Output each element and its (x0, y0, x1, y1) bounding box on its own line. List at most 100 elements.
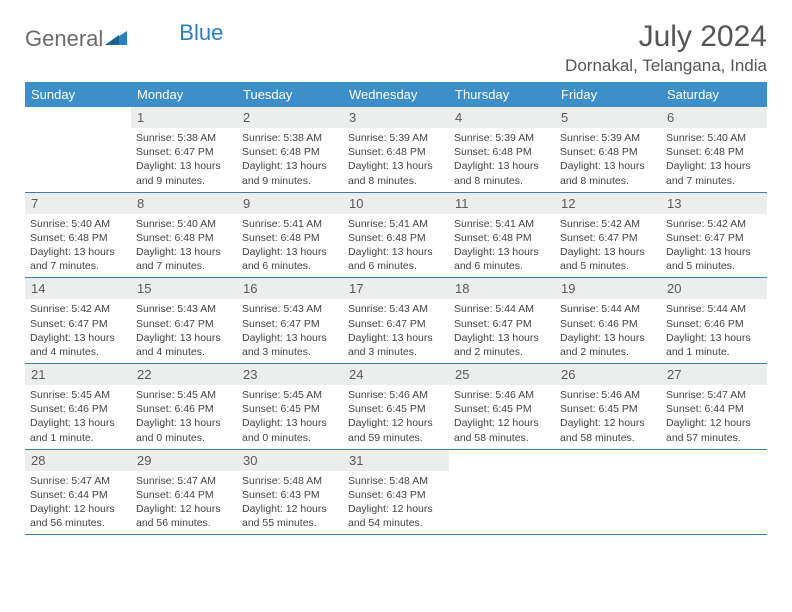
day-number: 19 (555, 278, 661, 299)
calendar-day-cell: 6Sunrise: 5:40 AMSunset: 6:48 PMDaylight… (661, 107, 767, 192)
sunrise-text: Sunrise: 5:44 AM (666, 302, 763, 316)
day-detail: Sunrise: 5:40 AMSunset: 6:48 PMDaylight:… (25, 214, 131, 278)
sunset-text: Sunset: 6:48 PM (666, 145, 763, 159)
day-number: 8 (131, 193, 237, 214)
day-detail: Sunrise: 5:39 AMSunset: 6:48 PMDaylight:… (449, 128, 555, 192)
sunset-text: Sunset: 6:47 PM (666, 231, 763, 245)
sunset-text: Sunset: 6:46 PM (30, 402, 127, 416)
sunset-text: Sunset: 6:47 PM (560, 231, 657, 245)
sunset-text: Sunset: 6:48 PM (136, 231, 233, 245)
brand-logo: General Blue (25, 20, 223, 52)
day-number: 5 (555, 107, 661, 128)
daylight-text: Daylight: 13 hours and 5 minutes. (560, 245, 657, 273)
sunrise-text: Sunrise: 5:45 AM (242, 388, 339, 402)
weekday-header: Wednesday (343, 82, 449, 107)
calendar-day-cell: 19Sunrise: 5:44 AMSunset: 6:46 PMDayligh… (555, 278, 661, 364)
sunrise-text: Sunrise: 5:40 AM (666, 131, 763, 145)
sunrise-text: Sunrise: 5:40 AM (136, 217, 233, 231)
day-number: 11 (449, 193, 555, 214)
calendar-week-row: 28Sunrise: 5:47 AMSunset: 6:44 PMDayligh… (25, 449, 767, 535)
sunset-text: Sunset: 6:48 PM (242, 231, 339, 245)
daylight-text: Daylight: 13 hours and 8 minutes. (348, 159, 445, 187)
day-number: 1 (131, 107, 237, 128)
day-detail: Sunrise: 5:44 AMSunset: 6:47 PMDaylight:… (449, 299, 555, 363)
day-detail: Sunrise: 5:44 AMSunset: 6:46 PMDaylight:… (661, 299, 767, 363)
calendar-week-row: 14Sunrise: 5:42 AMSunset: 6:47 PMDayligh… (25, 278, 767, 364)
daylight-text: Daylight: 12 hours and 54 minutes. (348, 502, 445, 530)
daylight-text: Daylight: 13 hours and 3 minutes. (348, 331, 445, 359)
sunrise-text: Sunrise: 5:41 AM (242, 217, 339, 231)
daylight-text: Daylight: 13 hours and 4 minutes. (30, 331, 127, 359)
calendar-day-cell: 29Sunrise: 5:47 AMSunset: 6:44 PMDayligh… (131, 449, 237, 535)
calendar-day-cell: 23Sunrise: 5:45 AMSunset: 6:45 PMDayligh… (237, 364, 343, 450)
sunrise-text: Sunrise: 5:46 AM (348, 388, 445, 402)
day-number: 16 (237, 278, 343, 299)
sunset-text: Sunset: 6:45 PM (454, 402, 551, 416)
sunrise-text: Sunrise: 5:38 AM (242, 131, 339, 145)
day-detail: Sunrise: 5:47 AMSunset: 6:44 PMDaylight:… (131, 471, 237, 535)
day-number: 9 (237, 193, 343, 214)
calendar-week-row: 7Sunrise: 5:40 AMSunset: 6:48 PMDaylight… (25, 192, 767, 278)
day-number: 2 (237, 107, 343, 128)
day-detail: Sunrise: 5:42 AMSunset: 6:47 PMDaylight:… (25, 299, 131, 363)
daylight-text: Daylight: 12 hours and 58 minutes. (454, 416, 551, 444)
weekday-header: Tuesday (237, 82, 343, 107)
sunset-text: Sunset: 6:48 PM (454, 145, 551, 159)
sunrise-text: Sunrise: 5:48 AM (348, 474, 445, 488)
day-number: 21 (25, 364, 131, 385)
day-number: 17 (343, 278, 449, 299)
sunset-text: Sunset: 6:45 PM (348, 402, 445, 416)
calendar-day-cell: 11Sunrise: 5:41 AMSunset: 6:48 PMDayligh… (449, 192, 555, 278)
month-title: July 2024 (565, 20, 767, 54)
daylight-text: Daylight: 13 hours and 6 minutes. (454, 245, 551, 273)
sunrise-text: Sunrise: 5:45 AM (30, 388, 127, 402)
sunset-text: Sunset: 6:47 PM (136, 145, 233, 159)
day-number: 29 (131, 450, 237, 471)
calendar-day-cell: 12 Sunrise: 5:42 AMSunset: 6:47 PMDayligh… (555, 192, 661, 278)
sunset-text: Sunset: 6:48 PM (30, 231, 127, 245)
calendar-day-cell: 1Sunrise: 5:38 AMSunset: 6:47 PMDaylight… (131, 107, 237, 192)
sunset-text: Sunset: 6:46 PM (560, 317, 657, 331)
calendar-day-cell: 18Sunrise: 5:44 AMSunset: 6:47 PMDayligh… (449, 278, 555, 364)
day-number: 27 (661, 364, 767, 385)
calendar-day-cell: 4Sunrise: 5:39 AMSunset: 6:48 PMDaylight… (449, 107, 555, 192)
sunset-text: Sunset: 6:45 PM (242, 402, 339, 416)
sunset-text: Sunset: 6:48 PM (348, 145, 445, 159)
day-number: 30 (237, 450, 343, 471)
calendar-day-cell (555, 449, 661, 535)
sunset-text: Sunset: 6:48 PM (242, 145, 339, 159)
calendar-day-cell: 10Sunrise: 5:41 AMSunset: 6:48 PMDayligh… (343, 192, 449, 278)
day-number: 23 (237, 364, 343, 385)
sunrise-text: Sunrise: 5:38 AM (136, 131, 233, 145)
day-number: 15 (131, 278, 237, 299)
calendar-day-cell: 24Sunrise: 5:46 AMSunset: 6:45 PMDayligh… (343, 364, 449, 450)
day-detail: Sunrise: 5:46 AMSunset: 6:45 PMDaylight:… (555, 385, 661, 449)
day-number: 12 (555, 193, 661, 214)
day-detail: Sunrise: 5:47 AMSunset: 6:44 PMDaylight:… (25, 471, 131, 535)
sunrise-text: Sunrise: 5:45 AM (136, 388, 233, 402)
day-number: 14 (25, 278, 131, 299)
calendar-day-cell: 22Sunrise: 5:45 AMSunset: 6:46 PMDayligh… (131, 364, 237, 450)
sunrise-text: Sunrise: 5:42 AM (30, 302, 127, 316)
weekday-header: Saturday (661, 82, 767, 107)
day-number: 22 (131, 364, 237, 385)
calendar-day-cell: 9 Sunrise: 5:41 AMSunset: 6:48 PMDaylight… (237, 192, 343, 278)
calendar-week-row: 21Sunrise: 5:45 AMSunset: 6:46 PMDayligh… (25, 364, 767, 450)
calendar-day-cell: 21Sunrise: 5:45 AMSunset: 6:46 PMDayligh… (25, 364, 131, 450)
sunrise-text: Sunrise: 5:43 AM (348, 302, 445, 316)
calendar-day-cell: 13Sunrise: 5:42 AMSunset: 6:47 PMDayligh… (661, 192, 767, 278)
weekday-header: Monday (131, 82, 237, 107)
calendar-day-cell: 3Sunrise: 5:39 AMSunset: 6:48 PMDaylight… (343, 107, 449, 192)
day-detail: Sunrise: 5:44 AMSunset: 6:46 PMDaylight:… (555, 299, 661, 363)
sunset-text: Sunset: 6:43 PM (242, 488, 339, 502)
brand-part2: Blue (179, 20, 223, 46)
calendar-day-cell: 16Sunrise: 5:43 AMSunset: 6:47 PMDayligh… (237, 278, 343, 364)
day-detail: Sunrise: 5:41 AMSunset: 6:48 PMDaylight:… (449, 214, 555, 278)
daylight-text: Daylight: 13 hours and 7 minutes. (136, 245, 233, 273)
title-block: July 2024 Dornakal, Telangana, India (565, 20, 767, 76)
daylight-text: Daylight: 12 hours and 57 minutes. (666, 416, 763, 444)
sunrise-text: Sunrise: 5:42 AM (560, 217, 657, 231)
day-number: 7 (25, 193, 131, 214)
day-number: 28 (25, 450, 131, 471)
daylight-text: Daylight: 13 hours and 6 minutes. (242, 245, 339, 273)
